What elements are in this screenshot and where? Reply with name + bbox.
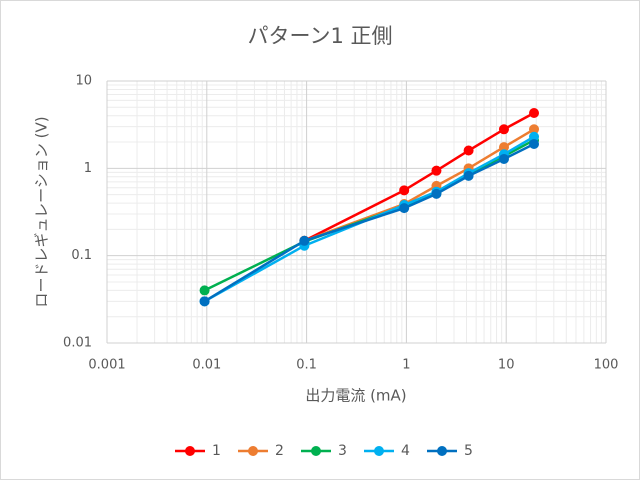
legend-marker xyxy=(185,446,195,456)
data-point xyxy=(399,203,410,214)
data-point xyxy=(299,235,310,246)
x-tick-label: 100 xyxy=(594,358,619,373)
x-tick-label: 1 xyxy=(402,358,410,373)
legend-label: 2 xyxy=(275,443,284,459)
legend-marker xyxy=(374,446,384,456)
data-point xyxy=(529,108,540,119)
legend-label: 3 xyxy=(338,443,347,459)
data-point xyxy=(529,124,540,135)
y-tick-label: 0.1 xyxy=(71,248,92,263)
legend-marker xyxy=(311,446,321,456)
x-axis-label: 出力電流 (mA) xyxy=(305,387,406,405)
legend-label: 5 xyxy=(464,443,473,459)
data-point xyxy=(498,124,509,135)
data-point xyxy=(199,285,210,296)
x-tick-label: 10 xyxy=(498,358,515,373)
x-tick-label: 0.1 xyxy=(296,358,317,373)
data-point xyxy=(399,185,410,196)
data-point xyxy=(463,145,474,156)
data-point xyxy=(529,131,540,142)
data-point xyxy=(463,170,474,181)
legend-marker xyxy=(437,446,447,456)
x-tick-label: 0.01 xyxy=(192,358,221,373)
y-tick-label: 10 xyxy=(75,74,92,89)
legend-label: 1 xyxy=(212,443,221,459)
data-point xyxy=(431,188,442,199)
data-point xyxy=(498,142,509,153)
y-axis-label: ロードレギュレーション (V) xyxy=(33,116,51,307)
data-point xyxy=(529,138,540,149)
x-tick-label: 0.001 xyxy=(88,358,125,373)
chart-title: パターン1 正側 xyxy=(248,24,393,48)
legend-marker xyxy=(248,446,258,456)
y-tick-label: 1 xyxy=(84,161,92,176)
legend-label: 4 xyxy=(401,443,410,459)
data-point xyxy=(498,153,509,164)
series-line xyxy=(303,111,535,242)
data-point xyxy=(199,296,210,307)
series-line xyxy=(303,128,535,242)
data-point xyxy=(431,165,442,176)
y-tick-label: 0.01 xyxy=(63,336,92,351)
